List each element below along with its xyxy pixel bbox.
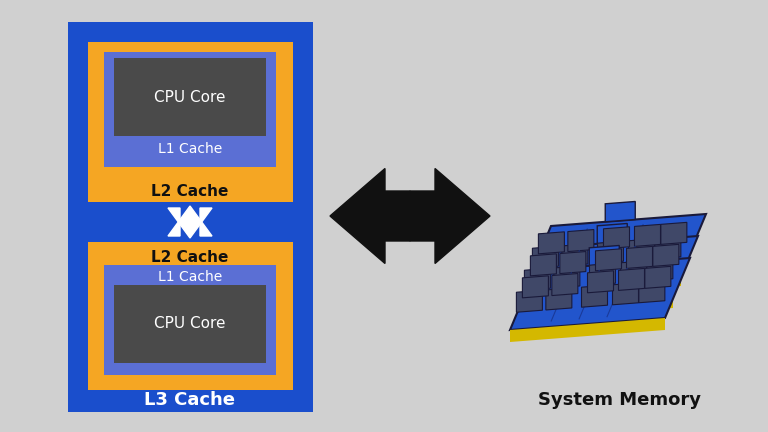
Bar bbox=[88, 242, 293, 390]
Text: CPU Core: CPU Core bbox=[154, 317, 226, 331]
Polygon shape bbox=[525, 268, 551, 290]
Bar bbox=[114, 285, 266, 363]
Polygon shape bbox=[531, 254, 556, 276]
Bar bbox=[68, 22, 313, 412]
Polygon shape bbox=[546, 288, 572, 310]
Polygon shape bbox=[604, 227, 630, 249]
FancyArrow shape bbox=[168, 208, 212, 238]
Polygon shape bbox=[621, 261, 647, 283]
Polygon shape bbox=[516, 290, 542, 312]
Polygon shape bbox=[532, 246, 558, 268]
Polygon shape bbox=[518, 236, 698, 308]
Polygon shape bbox=[628, 239, 654, 261]
FancyArrow shape bbox=[410, 168, 490, 264]
Polygon shape bbox=[639, 281, 665, 303]
Polygon shape bbox=[510, 258, 690, 330]
Polygon shape bbox=[645, 267, 671, 289]
Polygon shape bbox=[613, 283, 638, 305]
Polygon shape bbox=[510, 318, 665, 342]
Polygon shape bbox=[647, 259, 673, 281]
Text: L1 Cache: L1 Cache bbox=[158, 142, 222, 156]
Text: L1 Cache: L1 Cache bbox=[158, 270, 222, 284]
Polygon shape bbox=[562, 244, 588, 266]
Polygon shape bbox=[552, 273, 578, 295]
Polygon shape bbox=[660, 222, 687, 245]
Polygon shape bbox=[526, 274, 681, 298]
Text: L2 Cache: L2 Cache bbox=[151, 250, 229, 264]
Polygon shape bbox=[590, 263, 615, 285]
Text: L3 Cache: L3 Cache bbox=[144, 391, 236, 409]
Polygon shape bbox=[627, 246, 653, 268]
FancyArrow shape bbox=[168, 206, 212, 236]
Polygon shape bbox=[634, 224, 660, 246]
Polygon shape bbox=[522, 276, 548, 298]
Polygon shape bbox=[655, 237, 681, 259]
Bar bbox=[114, 58, 266, 136]
Bar bbox=[88, 42, 293, 202]
Polygon shape bbox=[588, 271, 614, 293]
Polygon shape bbox=[598, 241, 624, 263]
Polygon shape bbox=[598, 223, 627, 244]
Text: System Memory: System Memory bbox=[538, 391, 701, 409]
Polygon shape bbox=[560, 251, 586, 273]
Polygon shape bbox=[595, 249, 621, 271]
Polygon shape bbox=[568, 229, 594, 251]
Polygon shape bbox=[526, 214, 706, 286]
Polygon shape bbox=[538, 232, 564, 254]
Polygon shape bbox=[581, 285, 607, 307]
Polygon shape bbox=[589, 245, 619, 266]
Text: CPU Core: CPU Core bbox=[154, 89, 226, 105]
Bar bbox=[104, 52, 276, 167]
Text: L2 Cache: L2 Cache bbox=[151, 184, 229, 200]
Polygon shape bbox=[518, 296, 673, 320]
Polygon shape bbox=[605, 201, 635, 222]
Polygon shape bbox=[554, 266, 580, 288]
FancyArrow shape bbox=[330, 168, 410, 264]
Polygon shape bbox=[653, 245, 679, 267]
Polygon shape bbox=[618, 268, 644, 290]
Bar bbox=[104, 265, 276, 375]
